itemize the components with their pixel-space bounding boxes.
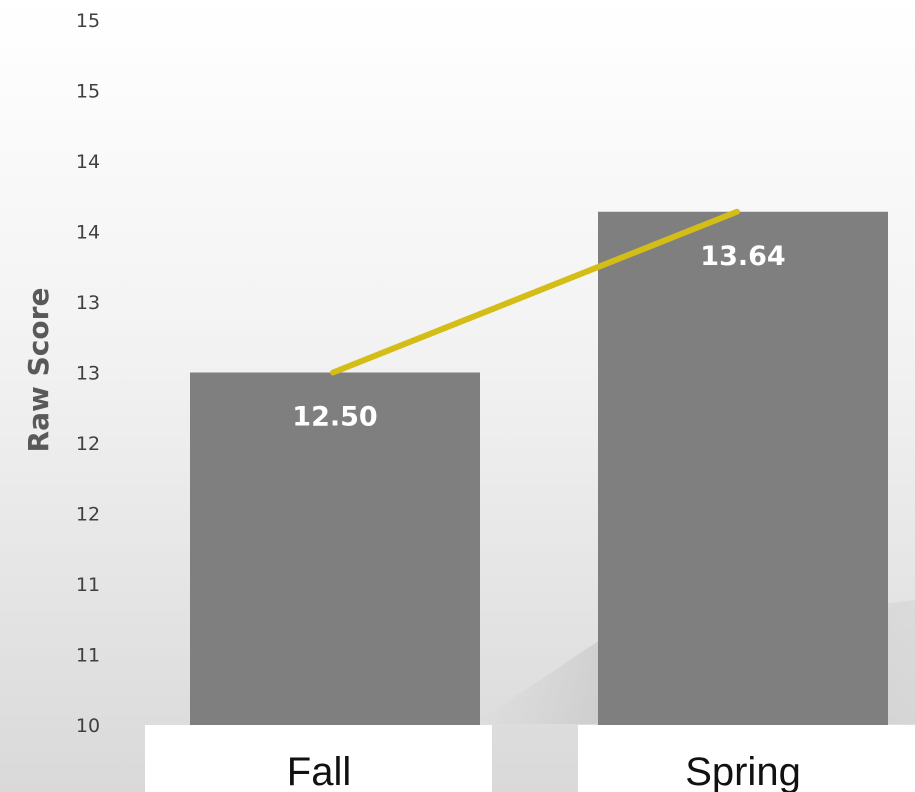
category-bands xyxy=(145,725,915,792)
bar-spring xyxy=(598,211,888,725)
y-tick-label: 15 xyxy=(76,10,100,32)
y-axis-ticks: 10 11 11 12 12 13 13 14 14 15 15 xyxy=(76,10,100,737)
category-band xyxy=(578,725,915,792)
data-labels: 12.50 13.64 xyxy=(292,241,785,433)
data-label: 13.64 xyxy=(700,241,785,272)
y-tick-label: 13 xyxy=(76,363,100,385)
y-axis-title: Raw Score xyxy=(22,288,55,453)
y-tick-label: 11 xyxy=(76,574,100,596)
bar-fall xyxy=(190,372,480,725)
y-tick-label: 14 xyxy=(76,151,100,173)
y-tick-label: 12 xyxy=(76,433,100,455)
data-label: 12.50 xyxy=(292,402,377,433)
category-label-spring: Spring xyxy=(685,750,801,792)
trend-line-group xyxy=(330,208,740,376)
y-tick-label: 14 xyxy=(76,222,100,244)
y-tick-label: 15 xyxy=(76,81,100,103)
category-labels: Fall Spring xyxy=(287,750,801,792)
y-tick-label: 11 xyxy=(76,645,100,667)
trend-line xyxy=(330,208,740,376)
y-tick-label: 12 xyxy=(76,504,100,526)
category-band xyxy=(145,725,492,792)
y-tick-label: 13 xyxy=(76,292,100,314)
bars xyxy=(190,211,888,725)
category-label-fall: Fall xyxy=(287,750,351,792)
y-tick-label: 10 xyxy=(76,715,100,737)
